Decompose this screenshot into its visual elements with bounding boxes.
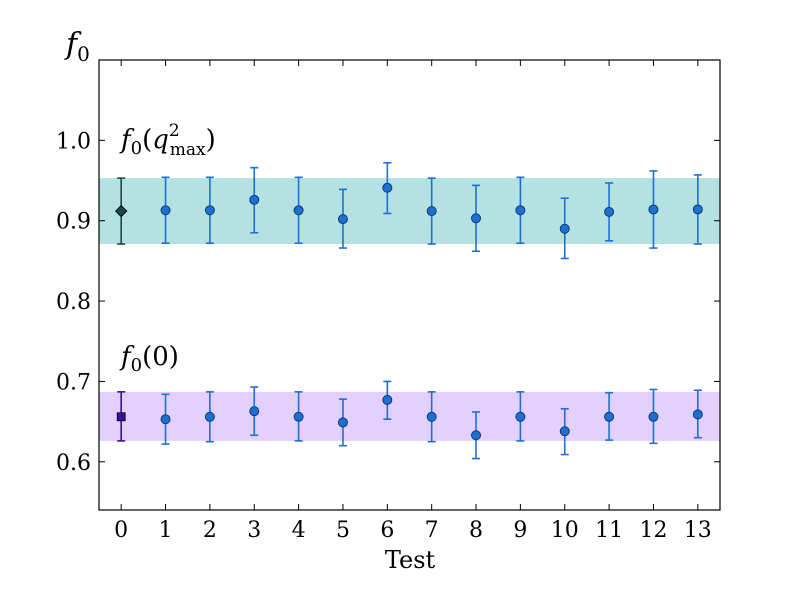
data-point [426,206,437,217]
y-tick-label: 0.8 [56,290,91,315]
data-point [204,411,215,422]
y-axis-label: f0 [64,27,90,66]
uncertainty-bands [99,178,720,441]
data-point-square [116,412,126,422]
data-point [604,206,615,217]
axis-ticks: 0 1 2 3 4 5 6 7 8 9 10 11 12 130.60.70.80.91.0 [56,60,720,543]
data-point [426,411,437,422]
data-point [648,411,659,422]
data-point [604,411,615,422]
x-tick-label: 7 [425,518,439,543]
x-tick-label: 11 [595,518,623,543]
data-markers [114,182,703,441]
x-tick-label: 1 [159,518,173,543]
data-point [204,205,215,216]
x-tick-label: 9 [513,518,527,543]
annotation-f0-zero: f0(0) [119,342,179,376]
data-point [249,194,260,205]
data-point [293,411,304,422]
data-point-diamond [114,204,128,218]
x-tick-label: 3 [247,518,261,543]
data-point [337,417,348,428]
x-tick-label: 6 [380,518,394,543]
x-tick-label: 13 [684,518,712,543]
annotation-f0-qmax: f0(q2 max) [119,121,216,160]
y-tick-label: 0.9 [56,210,91,235]
data-point [293,205,304,216]
data-point [337,214,348,225]
data-point [160,414,171,425]
band-0 [99,178,720,245]
band-1 [99,391,720,441]
x-tick-label: 0 [114,518,128,543]
data-point [382,394,393,405]
data-point [692,409,703,420]
x-tick-label: 10 [551,518,579,543]
x-tick-label: 12 [639,518,667,543]
y-tick-label: 1.0 [56,129,91,154]
data-point [382,182,393,193]
x-tick-label: 5 [336,518,350,543]
x-tick-label: 8 [469,518,483,543]
data-point [559,426,570,437]
data-point [249,406,260,417]
y-tick-label: 0.6 [56,451,91,476]
data-point [515,205,526,216]
data-point [471,430,482,441]
x-axis-label: Test [385,546,436,574]
y-tick-label: 0.7 [56,370,91,395]
data-point [559,223,570,234]
plot-frame [98,59,721,511]
data-point [692,204,703,215]
data-point [471,213,482,224]
x-tick-label: 2 [203,518,217,543]
data-point [648,204,659,215]
data-point [515,411,526,422]
data-point [160,205,171,216]
x-tick-label: 4 [292,518,306,543]
